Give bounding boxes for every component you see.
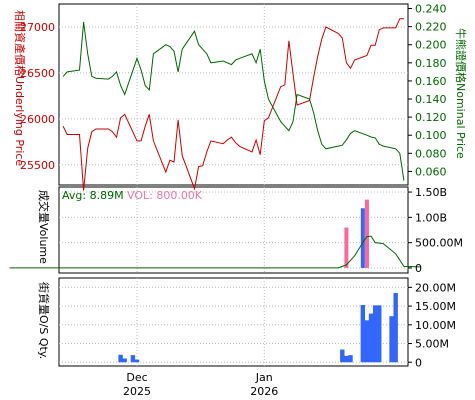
volume-bar	[360, 208, 365, 268]
nominal-price-line	[62, 22, 405, 181]
outstanding-bar	[364, 320, 370, 363]
outstanding-axis-title: 街貨量O/S Qty.	[37, 282, 51, 359]
outstanding-bar	[118, 354, 123, 363]
right-tick-label: 0.220	[415, 21, 447, 34]
left-tick-label: 26000	[20, 113, 55, 126]
right-tick-label: 0.120	[415, 111, 447, 124]
left-tick-label: 26500	[20, 67, 55, 80]
right-tick-label: 0.180	[415, 57, 447, 70]
outstanding-bar	[348, 355, 353, 363]
outstanding-bar	[389, 316, 394, 363]
right-tick-label: 10.00M	[415, 319, 456, 332]
underlying-price-line	[62, 18, 404, 191]
volume-average-legend: Avg: 8.89M	[62, 189, 124, 202]
right-tick-label: 15.00M	[415, 300, 456, 313]
right-tick-label: 0.060	[415, 165, 447, 178]
right-axis-title: 牛熊證價格Nominal Price	[454, 28, 468, 159]
outstanding-bar	[360, 304, 366, 363]
volume-current-legend: VOL: 800.00K	[127, 189, 203, 202]
right-tick-label: 0	[415, 356, 422, 369]
outstanding-bar	[122, 358, 127, 363]
right-tick-label: 5.00M	[415, 338, 449, 351]
volume-bar	[364, 199, 369, 268]
right-tick-label: 0.100	[415, 129, 447, 142]
right-tick-label: 0.200	[415, 39, 447, 52]
outstanding-bar	[372, 305, 378, 363]
x-tick-month: Jan	[255, 371, 273, 384]
right-tick-label: 0.160	[415, 75, 447, 88]
right-tick-label: 0.140	[415, 93, 447, 106]
left-axis-title: 相關資產價格Underlying Price	[13, 10, 27, 166]
volume-average-line	[9, 235, 421, 269]
x-tick-year: 2025	[123, 385, 151, 398]
outstanding-bar	[130, 355, 136, 363]
right-tick-label: 0.240	[415, 3, 447, 16]
volume-axis-title: 成交量Volume	[37, 190, 51, 264]
x-tick-year: 2026	[250, 385, 278, 398]
plot-panel-2	[58, 186, 409, 274]
left-tick-label: 27000	[20, 21, 55, 34]
outstanding-bar	[377, 305, 382, 363]
x-tick-month: Dec	[126, 371, 147, 384]
right-tick-label: 0.080	[415, 147, 447, 160]
outstanding-bar	[134, 359, 140, 363]
right-tick-label: 500.00M	[415, 237, 463, 250]
right-tick-label: 0	[415, 262, 422, 275]
right-tick-label: 20.00M	[415, 281, 456, 294]
volume-bar	[344, 227, 349, 268]
outstanding-bar	[393, 292, 398, 363]
outstanding-bar	[344, 355, 349, 363]
left-tick-label: 25500	[20, 159, 55, 172]
plot-panel-3	[58, 277, 409, 367]
right-tick-label: 1.00B	[415, 211, 447, 224]
outstanding-bar	[368, 313, 374, 363]
outstanding-bar	[340, 349, 345, 363]
right-tick-label: 1.50B	[415, 186, 447, 199]
plot-panel-1	[58, 3, 409, 186]
